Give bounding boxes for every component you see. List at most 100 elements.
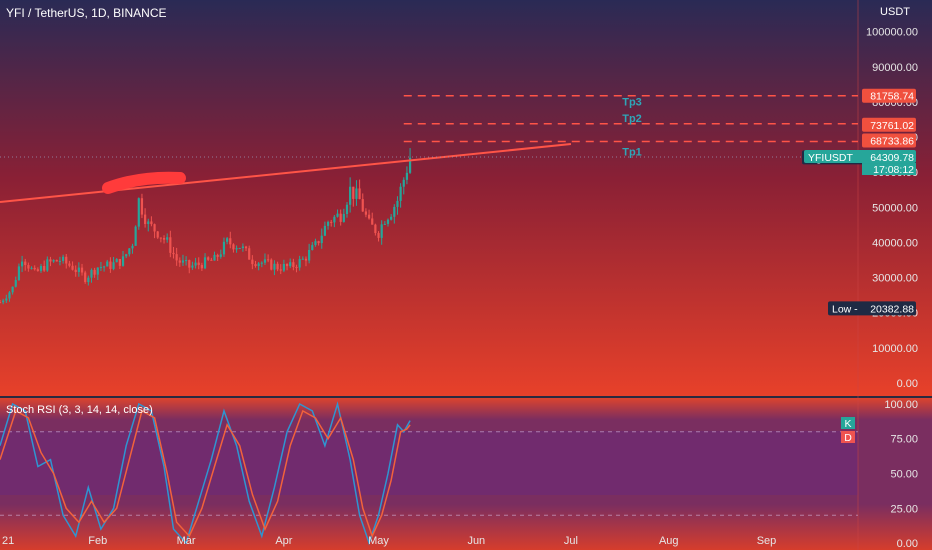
time-tick-label: Sep [757,535,777,547]
candle-body [172,252,175,255]
candle-body [330,221,333,223]
price-tick-label: 30000.00 [872,273,918,285]
candle-body [320,235,323,244]
candle-body [339,213,342,222]
candle-body [150,221,153,225]
candle-body [118,259,121,266]
candle-body [181,260,185,263]
candle-body [175,254,178,261]
candle-body [27,265,30,269]
candle-body [109,261,112,269]
candle-body [336,213,339,217]
candle-body [71,265,74,270]
candle-body [292,262,295,267]
candle-body [17,266,21,281]
candle-body [396,200,399,207]
candle-body [178,260,181,263]
time-tick-label: 21 [2,535,14,547]
candle-body [219,254,222,257]
price-tick-label: 0.00 [897,378,918,390]
candle-body [134,226,137,246]
candle-body [166,237,169,240]
candle-body [115,259,118,263]
target-label-tp3: Tp3 [622,97,642,109]
time-tick-label: Aug [659,535,679,547]
candle-body [200,264,203,269]
ticker-tag-bg [804,150,916,164]
price-grid [0,431,858,516]
candle-body [46,259,49,271]
candle-body [267,259,270,261]
candle-body [128,248,131,255]
candle-body [298,259,301,268]
candle-body [99,267,103,269]
candle-body [226,238,229,242]
indicator-title[interactable]: Stoch RSI (3, 3, 14, 14, close) [6,404,153,416]
candle-body [333,216,336,223]
candle-body [2,300,5,303]
candle-body [361,199,364,212]
price-pane[interactable] [0,0,932,397]
candle-body [162,237,166,240]
rsi-tick-label: 0.00 [897,538,918,550]
time-tick-label: Jun [467,535,485,547]
candle-body [52,260,55,262]
d-badge: D [844,432,852,444]
candle-body [222,241,226,255]
candle-body [194,262,197,266]
k-badge: K [844,418,851,430]
candle-body [405,172,409,180]
time-tick-label: Mar [177,535,196,547]
time-tick-label: Feb [88,535,107,547]
candle-body [276,263,279,270]
tp3-price-tag: 81758.74 [870,91,914,103]
currency-label: USDT [880,6,910,18]
candle-body [326,221,330,226]
candle-body [244,246,248,249]
candle-body [257,263,260,267]
candle-body [355,188,358,199]
candle-body [229,238,232,245]
candle-body [11,286,14,293]
symbol-title[interactable]: YFI / TetherUS, 1D, BINANCE [6,6,167,20]
rsi-tick-label: 75.00 [890,434,918,446]
candle-body [24,261,27,266]
candle-body [238,248,241,250]
candle-body [14,280,17,287]
candle-body [216,254,219,257]
k-badge-bg [841,417,855,429]
candle-body [270,259,273,270]
candle-body [96,267,99,275]
candle-body [402,179,405,187]
candle-body [371,218,374,225]
candle-body [147,221,150,225]
candle-body [61,256,65,261]
low-price: 20382.88 [870,303,914,315]
axes: 0.0010000.0020000.0030000.0040000.005000… [2,27,918,550]
low-tag-bg [828,301,916,316]
price-tick-label: 40000.00 [872,237,918,249]
candle-body [349,186,352,205]
trend-line [0,143,572,204]
candle-body [8,292,11,299]
candle-body [106,261,109,267]
candle-body [285,263,289,267]
candle-body [260,262,263,264]
candle-body [36,269,39,271]
candle-body [383,223,386,225]
candle-body [273,263,276,270]
target-label-tp2: Tp2 [622,113,642,125]
candle-body [5,298,8,301]
candle-body [43,265,46,271]
candle-body [55,260,58,262]
candle-body [65,256,68,264]
countdown-bg [862,163,916,176]
candles [0,148,412,305]
tp2-price-tag: 73761.02 [870,120,914,132]
candle-body [80,267,84,273]
candle-body [74,269,77,272]
tp3-price-tag-bg [862,88,916,103]
candle-body [125,254,128,257]
